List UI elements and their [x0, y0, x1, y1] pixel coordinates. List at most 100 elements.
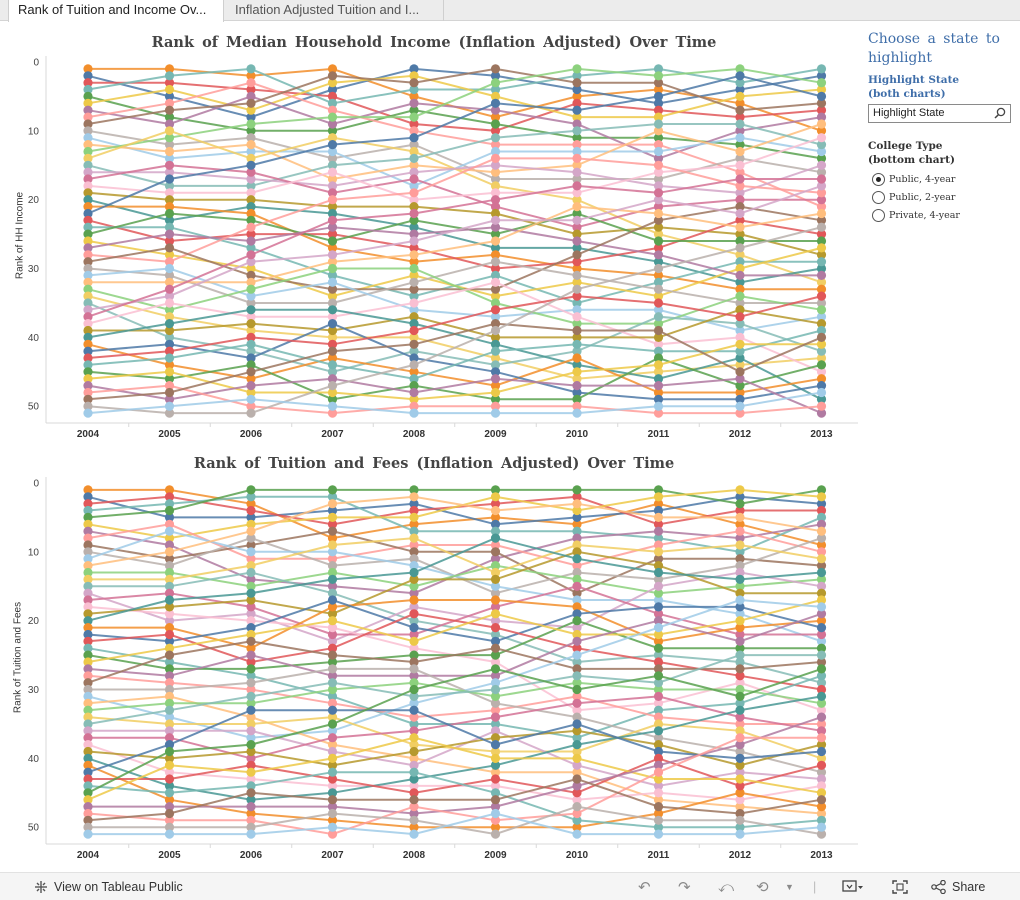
data-point[interactable]: [816, 698, 827, 708]
data-point[interactable]: [164, 684, 175, 695]
data-point[interactable]: [83, 270, 93, 280]
data-point[interactable]: [327, 146, 338, 157]
data-point[interactable]: [83, 664, 93, 674]
data-point[interactable]: [653, 492, 664, 502]
data-point[interactable]: [409, 788, 419, 798]
data-point[interactable]: [246, 616, 256, 626]
data-point[interactable]: [327, 174, 338, 184]
data-point[interactable]: [572, 319, 582, 329]
data-point[interactable]: [83, 98, 93, 108]
data-point[interactable]: [490, 222, 501, 232]
data-point[interactable]: [490, 236, 501, 246]
data-point[interactable]: [653, 195, 664, 205]
data-point[interactable]: [572, 561, 582, 571]
data-point[interactable]: [572, 71, 582, 81]
data-point[interactable]: [327, 540, 338, 550]
data-point[interactable]: [327, 298, 338, 308]
data-point[interactable]: [490, 781, 501, 791]
data-point[interactable]: [735, 664, 745, 674]
data-point[interactable]: [83, 160, 93, 170]
data-point[interactable]: [164, 105, 175, 115]
data-point[interactable]: [246, 277, 256, 287]
data-point[interactable]: [409, 533, 419, 543]
data-point[interactable]: [83, 387, 93, 398]
data-point[interactable]: [83, 215, 93, 225]
data-point[interactable]: [83, 588, 93, 598]
data-point[interactable]: [164, 387, 175, 398]
data-point[interactable]: [816, 671, 827, 681]
data-point[interactable]: [572, 250, 582, 260]
series-line[interactable]: [88, 205, 822, 284]
data-point[interactable]: [327, 678, 338, 688]
data-point[interactable]: [490, 167, 501, 177]
data-point[interactable]: [572, 91, 582, 101]
series-line[interactable]: [87, 667, 822, 794]
data-point[interactable]: [735, 236, 745, 246]
data-point[interactable]: [327, 367, 338, 377]
data-point[interactable]: [83, 623, 93, 633]
data-point[interactable]: [653, 733, 664, 743]
data-point[interactable]: [572, 284, 582, 294]
data-point[interactable]: [83, 353, 93, 363]
data-point[interactable]: [490, 712, 501, 722]
data-point[interactable]: [83, 174, 93, 184]
data-point[interactable]: [735, 678, 745, 688]
data-point[interactable]: [735, 746, 745, 757]
data-point[interactable]: [164, 312, 175, 322]
data-point[interactable]: [735, 767, 745, 777]
data-point[interactable]: [164, 691, 175, 701]
data-point[interactable]: [490, 533, 501, 543]
data-point[interactable]: [409, 602, 419, 612]
data-point[interactable]: [83, 767, 93, 777]
data-point[interactable]: [572, 78, 582, 88]
data-point[interactable]: [327, 822, 338, 832]
data-point[interactable]: [572, 684, 582, 695]
data-point[interactable]: [572, 243, 582, 253]
data-point[interactable]: [246, 133, 256, 143]
data-point[interactable]: [246, 705, 256, 715]
series-line[interactable]: [87, 537, 822, 622]
data-point[interactable]: [490, 512, 501, 522]
data-point[interactable]: [409, 485, 419, 495]
data-point[interactable]: [653, 71, 664, 81]
data-point[interactable]: [816, 195, 827, 205]
data-point[interactable]: [572, 257, 582, 267]
data-point[interactable]: [83, 71, 93, 81]
data-point[interactable]: [409, 215, 419, 225]
series-line[interactable]: [87, 281, 822, 373]
data-point[interactable]: [572, 119, 582, 129]
data-point[interactable]: [816, 492, 827, 502]
data-point[interactable]: [164, 236, 175, 246]
data-point[interactable]: [490, 526, 501, 536]
data-point[interactable]: [327, 84, 338, 95]
data-point[interactable]: [572, 774, 582, 784]
data-point[interactable]: [735, 64, 745, 74]
data-point[interactable]: [735, 188, 745, 198]
data-point[interactable]: [816, 581, 827, 591]
data-point[interactable]: [653, 781, 664, 791]
data-point[interactable]: [816, 567, 827, 578]
data-point[interactable]: [490, 394, 501, 404]
data-point[interactable]: [409, 277, 419, 287]
data-point[interactable]: [816, 408, 827, 418]
data-point[interactable]: [409, 526, 419, 536]
data-point[interactable]: [490, 270, 501, 280]
data-point[interactable]: [409, 360, 419, 370]
data-point[interactable]: [735, 629, 745, 640]
data-point[interactable]: [490, 602, 501, 612]
data-point[interactable]: [653, 802, 664, 812]
data-point[interactable]: [816, 229, 827, 239]
data-point[interactable]: [490, 91, 501, 101]
data-point[interactable]: [653, 381, 664, 391]
data-point[interactable]: [83, 547, 93, 557]
data-point[interactable]: [164, 547, 175, 557]
data-point[interactable]: [735, 250, 745, 260]
data-point[interactable]: [653, 133, 664, 143]
data-point[interactable]: [83, 574, 93, 584]
data-point[interactable]: [164, 64, 175, 74]
data-point[interactable]: [164, 181, 175, 191]
data-point[interactable]: [164, 291, 175, 301]
data-point[interactable]: [327, 519, 338, 529]
data-point[interactable]: [409, 98, 419, 108]
data-point[interactable]: [164, 554, 175, 564]
